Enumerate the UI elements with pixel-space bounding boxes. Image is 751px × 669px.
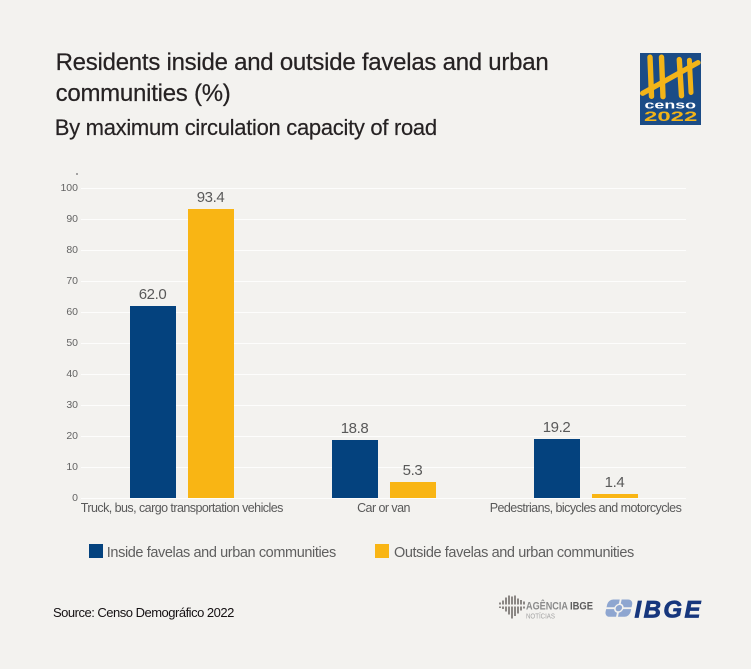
svg-text:NOTÍCIAS: NOTÍCIAS — [526, 611, 555, 620]
svg-text:IBGE: IBGE — [635, 598, 702, 620]
svg-text:IBGE: IBGE — [570, 600, 593, 612]
svg-text:AGÊNCIA: AGÊNCIA — [526, 599, 568, 612]
svg-text:2022: 2022 — [644, 109, 697, 124]
svg-text:censo: censo — [645, 99, 697, 111]
